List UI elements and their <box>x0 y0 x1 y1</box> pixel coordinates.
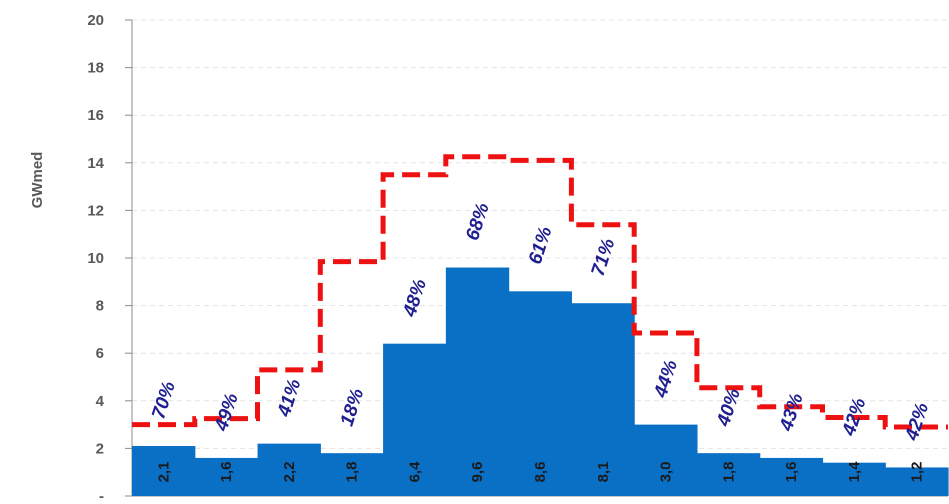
bar-value-label: 8,6 <box>532 462 549 483</box>
bar <box>508 291 572 496</box>
bar-value-label: 1,8 <box>720 462 737 483</box>
bar <box>257 443 321 496</box>
value-labels: 2,1 1,6 2,2 1,8 6,4 9,6 8,6 8,1 3,0 1,8 1,6 1,4 1,2 <box>155 461 925 483</box>
y-tick-label: 2 <box>96 440 104 457</box>
y-tick-label: 18 <box>87 60 104 77</box>
bar <box>696 453 761 496</box>
bar-value-label: 2,2 <box>281 462 298 483</box>
percent-label: 61% <box>525 224 557 267</box>
y-tick-label: 12 <box>87 202 104 219</box>
y-tick-label: 16 <box>87 107 104 124</box>
percent-label: 18% <box>337 386 369 429</box>
bar <box>132 446 196 496</box>
percent-label: 48% <box>399 277 431 321</box>
percent-label: 68% <box>462 200 494 243</box>
y-axis: - 2 4 6 8 10 12 14 16 18 20 <box>87 12 948 504</box>
percent-label: 70% <box>148 379 180 422</box>
percent-label: 43% <box>776 391 808 435</box>
y-tick-label: 6 <box>96 345 104 362</box>
y-axis-label: GWmed <box>29 152 46 209</box>
bar <box>634 424 698 496</box>
y-tick-label: - <box>99 488 104 504</box>
bar-value-label: 1,6 <box>783 462 800 483</box>
y-tick-label: 14 <box>87 155 104 172</box>
bar <box>383 343 447 496</box>
bar-value-label: 1,4 <box>846 461 863 483</box>
step-line-series <box>132 154 948 430</box>
percent-label: 71% <box>588 236 620 279</box>
y-tick-label: 20 <box>87 12 104 29</box>
y-tick-label: 10 <box>87 250 104 267</box>
bar <box>759 457 824 496</box>
bar-value-label: 3,0 <box>658 462 675 483</box>
gridlines <box>132 19 948 449</box>
bar <box>194 457 259 496</box>
percent-label: 49% <box>211 391 243 435</box>
percent-label: 41% <box>273 376 305 420</box>
percent-label: 42% <box>901 400 933 444</box>
bar-value-label: 8,1 <box>595 462 612 483</box>
percent-label: 44% <box>650 357 682 401</box>
bar-value-label: 1,2 <box>909 462 926 483</box>
bar-series <box>132 267 949 496</box>
bar <box>445 267 510 496</box>
y-tick-label: 8 <box>96 298 104 315</box>
bar-value-label: 1,8 <box>344 462 361 483</box>
bar <box>885 467 949 496</box>
bar-value-label: 9,6 <box>469 462 486 483</box>
y-tick-label: 4 <box>96 393 105 410</box>
bar <box>822 462 886 496</box>
bar-value-label: 6,4 <box>407 461 424 483</box>
bar-value-label: 1,6 <box>218 462 235 483</box>
percent-label: 40% <box>713 386 745 430</box>
step-line <box>132 154 948 430</box>
bar <box>320 453 384 496</box>
bar <box>571 303 635 496</box>
bar-value-label: 2,1 <box>155 462 172 483</box>
